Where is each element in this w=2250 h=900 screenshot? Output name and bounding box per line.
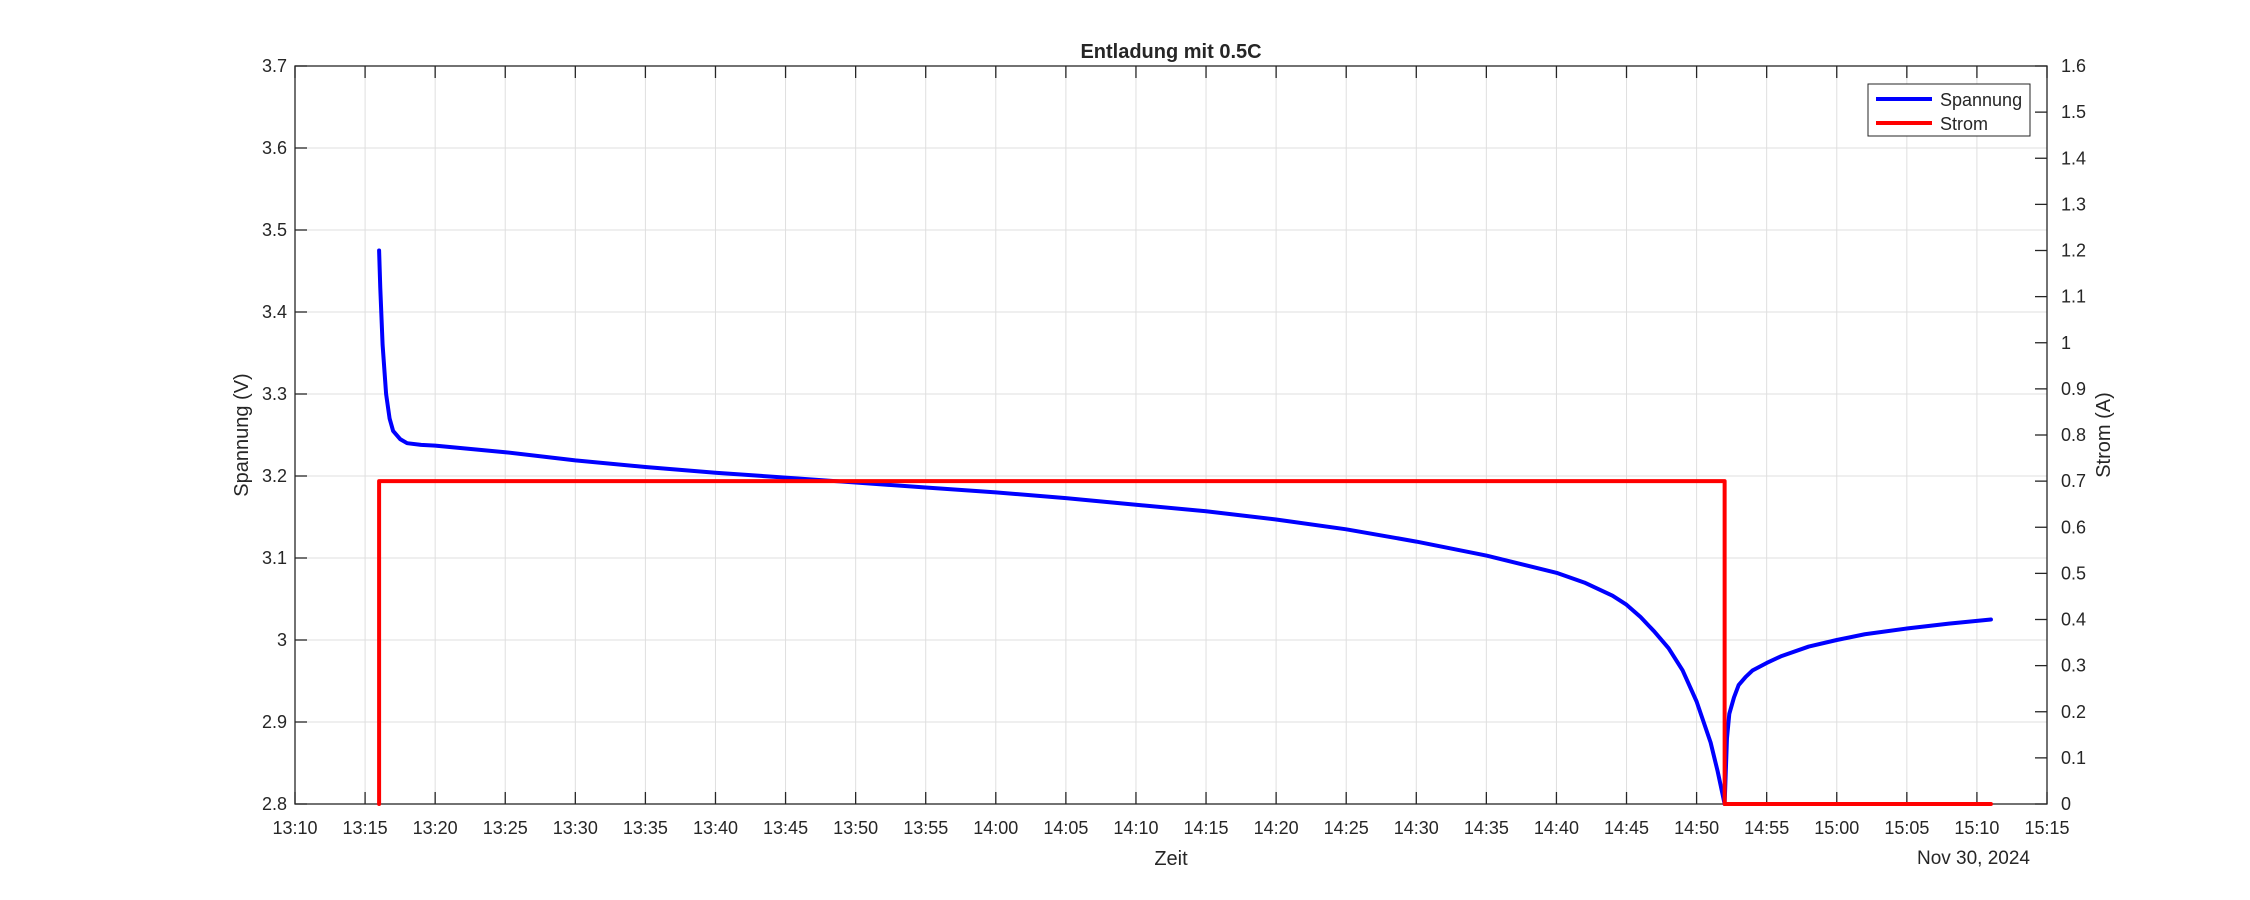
y-right-tick-label: 1.2 <box>2061 241 2086 261</box>
y-left-tick-label: 3.3 <box>262 384 287 404</box>
x-tick-label: 14:20 <box>1254 818 1299 838</box>
y-right-tick-label: 0.1 <box>2061 748 2086 768</box>
y-left-tick-label: 3.1 <box>262 548 287 568</box>
y-right-tick-label: 0.6 <box>2061 517 2086 537</box>
x-tick-label: 14:05 <box>1043 818 1088 838</box>
y-left-tick-label: 3.2 <box>262 466 287 486</box>
series-line-strom <box>377 479 1993 806</box>
x-tick-label: 14:00 <box>973 818 1018 838</box>
y-right-tick-label: 0.7 <box>2061 471 2086 491</box>
plot-area <box>295 66 2047 804</box>
series-group <box>377 248 1993 806</box>
x-tick-label: 14:10 <box>1113 818 1158 838</box>
x-tick-label: 14:25 <box>1324 818 1369 838</box>
x-tick-label: 13:55 <box>903 818 948 838</box>
y-left-tick-label: 3.7 <box>262 56 287 76</box>
chart-title: Entladung mit 0.5C <box>1080 41 1261 63</box>
series-line-spannung <box>377 248 1993 806</box>
y-right-tick-label: 0.8 <box>2061 425 2086 445</box>
y-right-tick-label: 1.3 <box>2061 194 2086 214</box>
date-label: Nov 30, 2024 <box>1917 848 2030 869</box>
y-left-tick-label: 3 <box>277 630 287 650</box>
x-tick-label: 14:50 <box>1674 818 1719 838</box>
y-axis-right: 0 0.1 0.2 0.3 0.4 0.5 0.6 0.7 0.8 0.9 1 1.1 1.2 1.3 1.… <box>2035 56 2086 814</box>
x-tick-label: 14:35 <box>1464 818 1509 838</box>
x-axis-label: Zeit <box>1154 848 1188 870</box>
x-tick-label: 13:15 <box>343 818 388 838</box>
x-axis: 13:10 13:15 13:20 13:25 13:30 13:35 13:40 13:45… <box>272 66 2070 838</box>
legend-box <box>1867 83 2031 137</box>
grid <box>295 66 2047 804</box>
y-right-tick-label: 0.5 <box>2061 563 2086 583</box>
y-right-tick-label: 1.6 <box>2061 56 2086 76</box>
x-tick-label: 13:25 <box>483 818 528 838</box>
y-left-tick-label: 3.5 <box>262 220 287 240</box>
x-tick-label: 15:05 <box>1884 818 1929 838</box>
y-axis-left: 2.8 2.9 3 3.1 3.2 3.3 3.4 3.5 3.6 3.7 <box>262 56 307 814</box>
y-left-tick-label: 3.6 <box>262 138 287 158</box>
legend-label-spannung: Spannung <box>1940 90 2022 110</box>
y-right-tick-label: 1.4 <box>2061 148 2086 168</box>
y-left-tick-label: 2.8 <box>262 794 287 814</box>
x-tick-label: 13:45 <box>763 818 808 838</box>
y-axis-label-left: Spannung (V) <box>231 373 253 496</box>
y-right-tick-label: 0.4 <box>2061 610 2086 630</box>
x-tick-label: 13:20 <box>413 818 458 838</box>
x-tick-label: 14:55 <box>1744 818 1789 838</box>
y-axis-label-right: Strom (A) <box>2093 392 2115 478</box>
x-tick-label: 14:45 <box>1604 818 1649 838</box>
y-right-tick-label: 0.2 <box>2061 702 2086 722</box>
y-right-tick-label: 0.3 <box>2061 656 2086 676</box>
y-left-tick-label: 3.4 <box>262 302 287 322</box>
x-tick-label: 13:50 <box>833 818 878 838</box>
x-tick-label: 13:40 <box>693 818 738 838</box>
x-tick-label: 13:35 <box>623 818 668 838</box>
legend-label-strom: Strom <box>1940 114 1988 134</box>
x-tick-label: 13:10 <box>272 818 317 838</box>
x-tick-label: 14:15 <box>1184 818 1229 838</box>
y-left-tick-label: 2.9 <box>262 712 287 732</box>
x-tick-label: 13:30 <box>553 818 598 838</box>
y-right-tick-label: 0.9 <box>2061 379 2086 399</box>
y-right-tick-label: 0 <box>2061 794 2071 814</box>
x-tick-label: 14:40 <box>1534 818 1579 838</box>
y-right-tick-label: 1 <box>2061 333 2071 353</box>
x-tick-label: 15:15 <box>2024 818 2069 838</box>
x-tick-label: 15:10 <box>1954 818 1999 838</box>
x-tick-label: 15:00 <box>1814 818 1859 838</box>
legend: Spannung Strom <box>1867 83 2031 137</box>
y-right-tick-label: 1.5 <box>2061 102 2086 122</box>
y-right-tick-label: 1.1 <box>2061 287 2086 307</box>
x-tick-label: 14:30 <box>1394 818 1439 838</box>
